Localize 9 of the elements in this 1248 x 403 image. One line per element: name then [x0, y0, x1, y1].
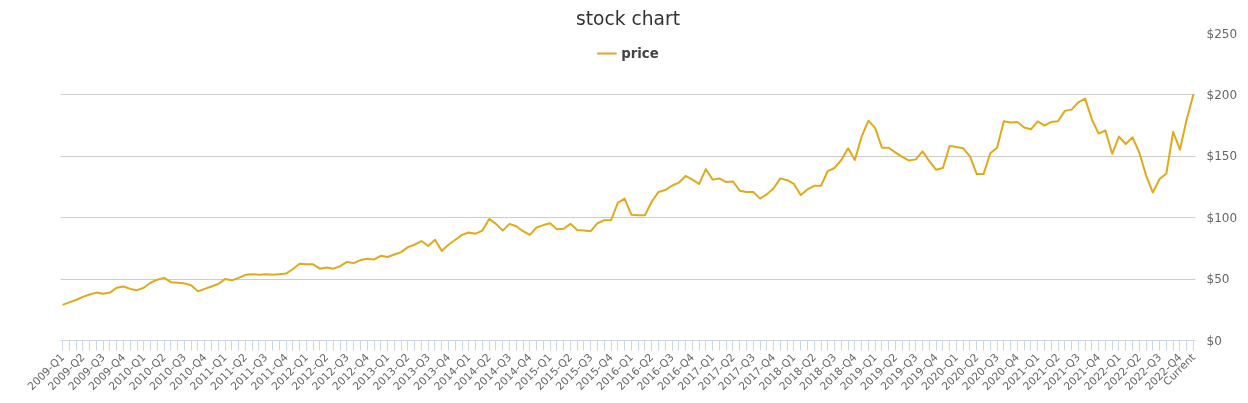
y-tick-label: $0	[1206, 333, 1222, 348]
y-tick-label: $50	[1206, 272, 1230, 287]
y-tick-label: $150	[1206, 149, 1238, 164]
y-tick-label: $100	[1206, 210, 1238, 225]
line-series	[61, 93, 1195, 306]
legend-label: price	[621, 45, 659, 61]
chart-title: stock chart	[576, 7, 680, 29]
y-tick-label: $200	[1206, 87, 1238, 102]
y-tick-label: $250	[1206, 26, 1238, 41]
